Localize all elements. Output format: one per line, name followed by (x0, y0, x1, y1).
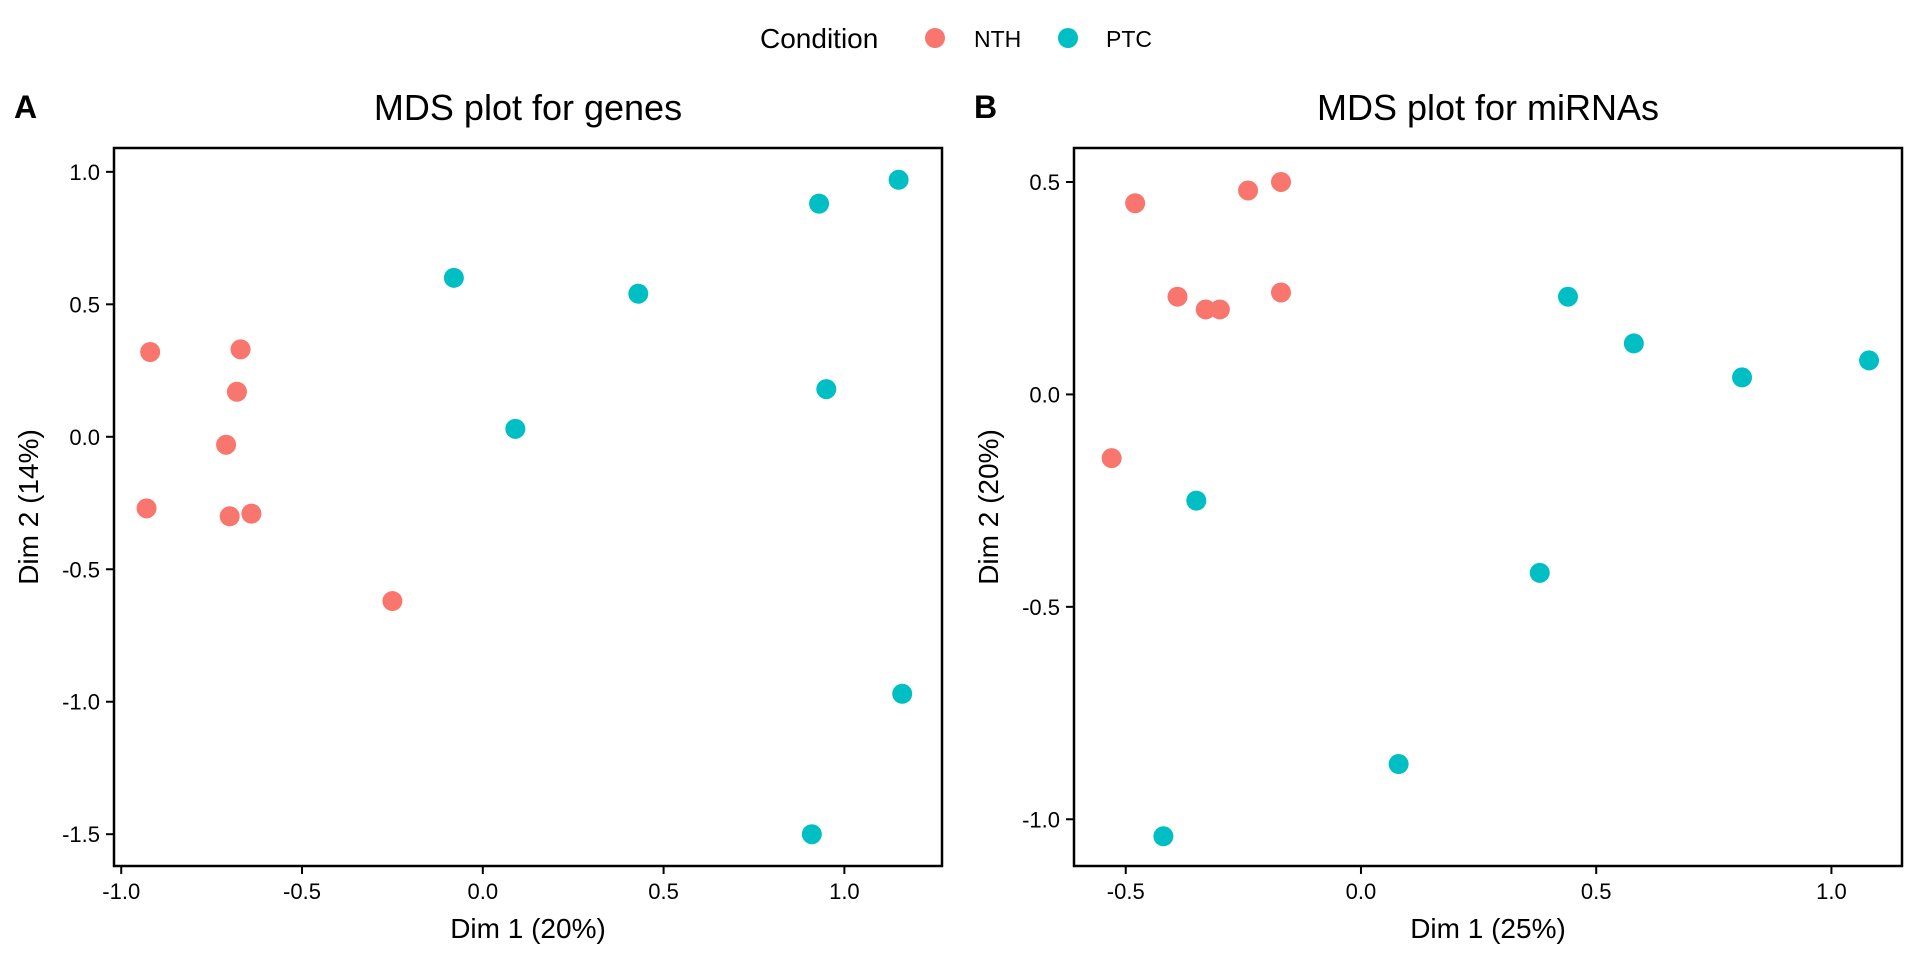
x-tick-label: -1.0 (102, 879, 140, 904)
point-nth-mirnas (1125, 193, 1146, 214)
x-tick-label: 0.5 (648, 879, 679, 904)
panel-label-b: B (974, 89, 997, 125)
point-nth-genes (140, 342, 161, 363)
point-ptc-genes (888, 169, 909, 190)
panel-title-mirnas: MDS plot for miRNAs (1317, 87, 1659, 128)
y-tick-label: 0.0 (1029, 382, 1060, 407)
point-ptc-mirnas (1859, 350, 1880, 371)
x-axis-label-genes: Dim 1 (20%) (450, 913, 606, 944)
x-tick-label: -0.5 (283, 879, 321, 904)
point-nth-mirnas (1209, 299, 1230, 320)
x-tick-label: 1.0 (829, 879, 860, 904)
legend-entry-nth: NTH (925, 26, 1021, 52)
legend-label-ptc: PTC (1106, 26, 1152, 52)
point-nth-genes (241, 503, 262, 524)
point-ptc-genes (443, 267, 464, 288)
legend-swatch-ptc (1058, 28, 1078, 48)
point-ptc-mirnas (1732, 367, 1753, 388)
panel-title-genes: MDS plot for genes (374, 87, 682, 128)
point-nth-genes (382, 591, 403, 612)
point-ptc-genes (628, 283, 649, 304)
y-tick-label: 0.5 (1029, 170, 1060, 195)
y-axis-label-genes: Dim 2 (14%) (13, 429, 44, 585)
point-ptc-mirnas (1153, 826, 1174, 847)
point-nth-mirnas (1238, 180, 1259, 201)
point-ptc-mirnas (1623, 333, 1644, 354)
y-tick-label: -0.5 (1022, 595, 1060, 620)
y-tick-label: -1.0 (62, 690, 100, 715)
point-nth-mirnas (1167, 286, 1188, 307)
point-nth-mirnas (1271, 282, 1291, 303)
points-mirnas (1101, 171, 1880, 847)
point-ptc-genes (892, 683, 913, 704)
point-ptc-genes (816, 379, 837, 400)
y-axis-label-mirnas: Dim 2 (20%) (973, 429, 1004, 585)
point-ptc-genes (505, 418, 526, 439)
point-ptc-mirnas (1529, 562, 1550, 583)
legend-entry-ptc: PTC (1058, 26, 1152, 52)
point-nth-genes (226, 381, 247, 402)
points-genes (136, 169, 913, 845)
point-ptc-genes (809, 193, 830, 214)
x-tick-label: 0.0 (1346, 879, 1377, 904)
y-axis-ticks-genes: -1.5 -1.0 -0.5 0.0 0.5 1.0 (62, 160, 114, 847)
point-nth-genes (136, 498, 157, 519)
y-tick-label: -0.5 (62, 557, 100, 582)
point-ptc-mirnas (1186, 490, 1207, 511)
legend-title: Condition (760, 23, 878, 54)
y-tick-label: 0.0 (69, 425, 100, 450)
panel-label-a: A (14, 89, 37, 125)
y-axis-ticks-mirnas: -1.0 -0.5 0.0 0.5 (1022, 170, 1074, 832)
point-nth-genes (219, 506, 240, 527)
panel-genes: A MDS plot for genes -1.0 -0.5 0.0 0.5 1.0 -… (13, 87, 944, 944)
point-nth-mirnas (1101, 448, 1122, 469)
point-nth-mirnas (1195, 299, 1216, 320)
y-tick-label: -1.5 (62, 822, 100, 847)
x-axis-ticks-genes: -1.0 -0.5 0.0 0.5 1.0 (102, 866, 860, 904)
x-tick-label: -0.5 (1107, 879, 1145, 904)
point-nth-mirnas (1271, 171, 1291, 192)
x-axis-label-mirnas: Dim 1 (25%) (1410, 913, 1566, 944)
point-nth-genes (230, 339, 251, 360)
legend: Condition NTH PTC (760, 23, 1152, 54)
point-ptc-mirnas (1557, 286, 1578, 307)
legend-label-nth: NTH (974, 26, 1021, 52)
x-tick-label: 0.5 (1581, 879, 1612, 904)
y-tick-label: 1.0 (69, 160, 100, 185)
panel-mirnas: B MDS plot for miRNAs -0.5 0.0 0.5 1.0 -1.0… (973, 87, 1904, 944)
x-tick-label: 1.0 (1816, 879, 1847, 904)
x-axis-ticks-mirnas: -0.5 0.0 0.5 1.0 (1107, 866, 1847, 904)
point-nth-genes (216, 434, 237, 455)
plot-frame-mirnas (1072, 146, 1904, 868)
plot-frame-genes (112, 146, 944, 868)
y-tick-label: -1.0 (1022, 807, 1060, 832)
y-tick-label: 0.5 (69, 292, 100, 317)
legend-swatch-nth (925, 28, 945, 48)
x-tick-label: 0.0 (468, 879, 499, 904)
point-ptc-genes (801, 824, 822, 845)
point-ptc-mirnas (1388, 754, 1409, 775)
